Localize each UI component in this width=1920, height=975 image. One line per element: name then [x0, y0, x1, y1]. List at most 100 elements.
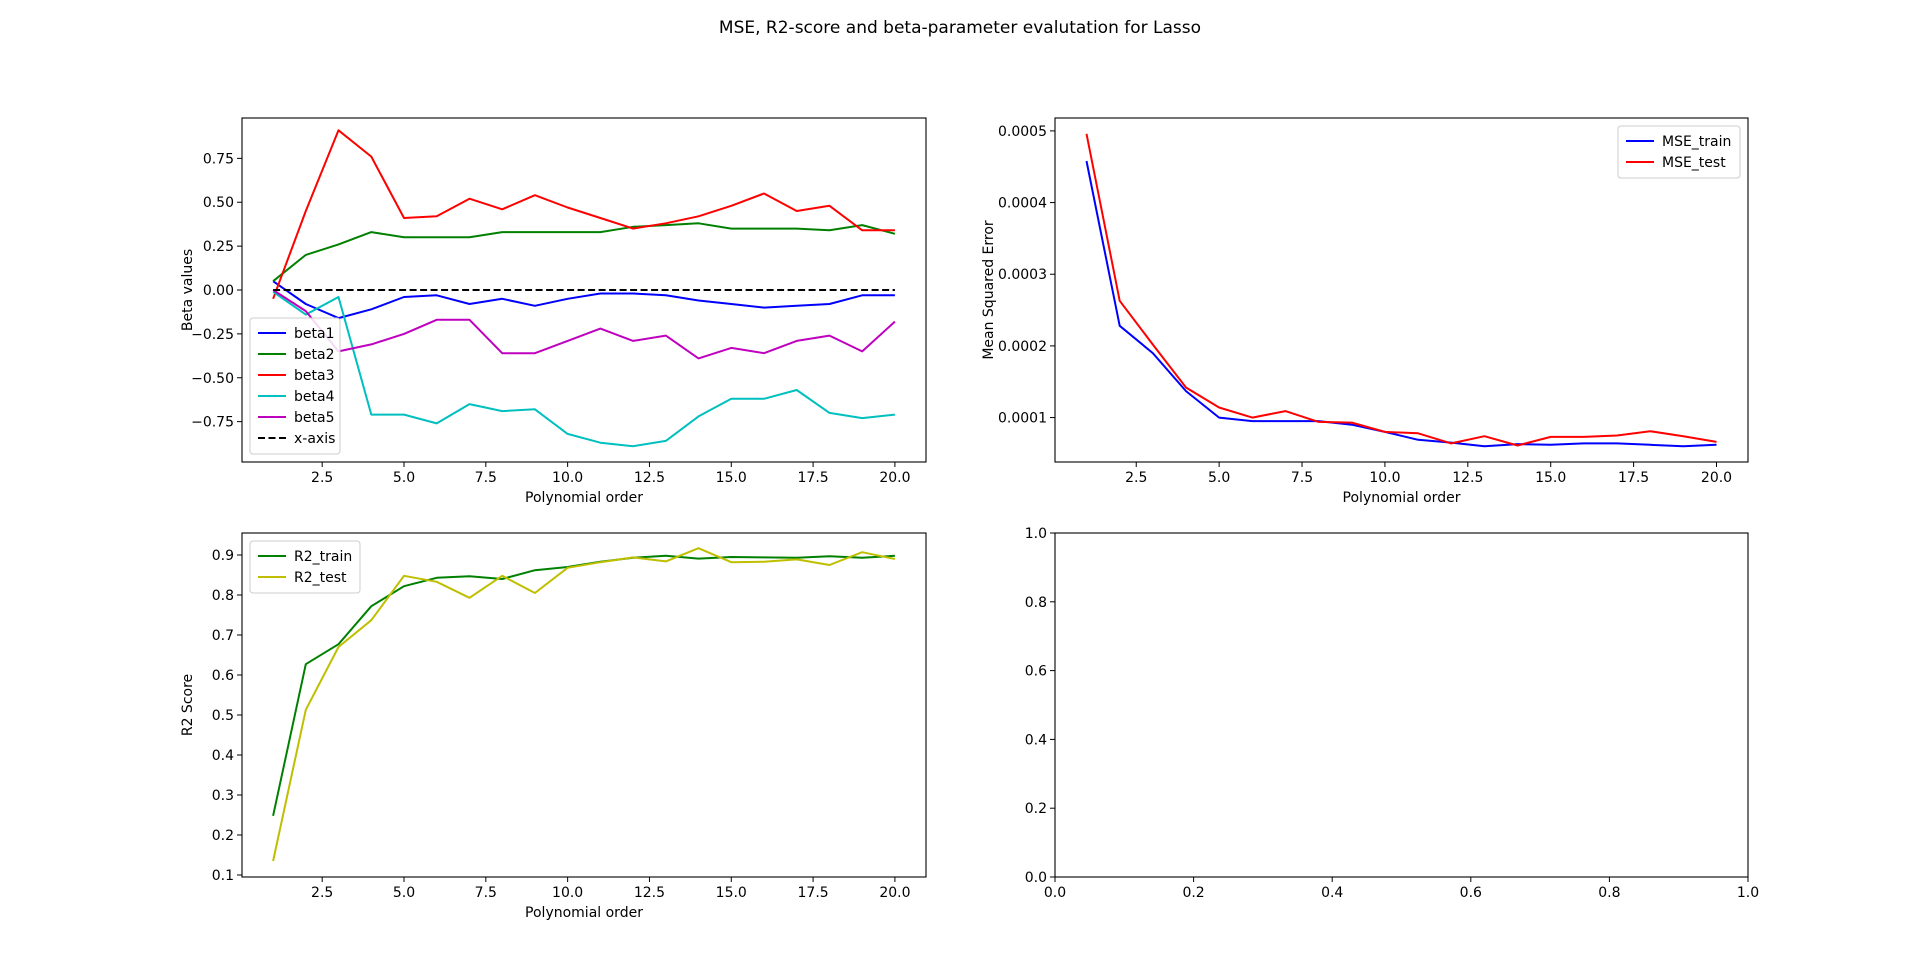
legend: MSE_train MSE_test [1617, 125, 1741, 179]
y-tick-label: 0.0005 [998, 124, 1047, 140]
x-tick-label: 7.5 [475, 885, 497, 901]
series-line-beta1 [272, 280, 895, 320]
series-line-MSE_train [1085, 160, 1717, 448]
y-tick-label: 0.2 [212, 828, 234, 844]
x-tick-label: 2.5 [311, 885, 333, 901]
y-tick-label: 0.4 [212, 748, 234, 764]
y-tick-label: −0.25 [191, 327, 234, 343]
legend-label: MSE_train [1662, 134, 1731, 150]
figure-title: MSE, R2-score and beta-parameter evaluta… [719, 18, 1201, 38]
x-tick-label: 12.5 [634, 885, 665, 901]
legend-label: R2_train [294, 549, 352, 565]
y-tick-label: 0.3 [212, 788, 234, 804]
axes-root: 2.5 5.0 7.5 10.0 12.5 15.0 17.5 20.0 −0.75 −0.50 −… [180, 117, 1759, 921]
x-tick-label: 0.4 [1321, 885, 1343, 901]
x-axis-label: Polynomial order [525, 905, 643, 921]
series-line-R2_test [272, 547, 896, 862]
chart-beta: 2.5 5.0 7.5 10.0 12.5 15.0 17.5 20.0 −0.75 −0.50 −… [180, 117, 927, 506]
x-tick-label: 17.5 [798, 470, 829, 486]
plot-frame [1054, 117, 1749, 463]
y-tick-label: −0.50 [191, 371, 234, 387]
legend-label: MSE_test [1662, 155, 1726, 171]
x-tick-label: 5.0 [393, 470, 415, 486]
x-tick-label: 12.5 [634, 470, 665, 486]
plot-frame [1054, 532, 1749, 878]
legend-label: x-axis [294, 431, 335, 447]
y-tick-label: 0.8 [1025, 595, 1047, 611]
plot-frame [241, 532, 927, 878]
y-tick-label: 1.0 [1025, 526, 1047, 542]
x-tick-label: 17.5 [798, 885, 829, 901]
legend-label: beta1 [294, 326, 334, 342]
series-line-MSE_test [1085, 133, 1717, 447]
legend-box [1617, 125, 1741, 179]
x-tick-label: 20.0 [879, 470, 910, 486]
y-tick-label: 0.50 [203, 195, 234, 211]
y-tick-label: 0.00 [203, 283, 234, 299]
y-tick-label: 0.7 [212, 628, 234, 644]
x-tick-label: 2.5 [1125, 470, 1147, 486]
x-tick-label: 0.6 [1460, 885, 1482, 901]
y-tick-label: 0.5 [212, 708, 234, 724]
y-tick-label: 0.4 [1025, 732, 1047, 748]
chart-r2: 2.5 5.0 7.5 10.0 12.5 15.0 17.5 20.0 0.1 0.2 0.3 0.… [180, 532, 927, 921]
y-tick-label: 0.0 [1025, 870, 1047, 886]
y-tick-label: 0.2 [1025, 801, 1047, 817]
series-line-beta2 [272, 222, 896, 282]
series-line-beta3 [272, 129, 895, 300]
x-tick-label: 0.2 [1182, 885, 1204, 901]
legend-box [249, 317, 341, 455]
y-axis-label: Mean Squared Error [981, 220, 997, 360]
x-tick-label: 7.5 [1291, 470, 1313, 486]
y-tick-label: 0.8 [212, 588, 234, 604]
y-tick-label: −0.75 [191, 415, 234, 431]
x-tick-label: 0.0 [1044, 885, 1066, 901]
y-axis-label: Beta values [180, 249, 196, 331]
x-tick-label: 17.5 [1618, 470, 1649, 486]
x-tick-label: 10.0 [552, 470, 583, 486]
x-tick-label: 0.8 [1598, 885, 1620, 901]
series-group [272, 547, 896, 862]
x-tick-label: 1.0 [1737, 885, 1759, 901]
y-tick-label: 0.75 [203, 151, 234, 167]
y-tick-label: 0.1 [212, 868, 234, 884]
x-tick-label: 7.5 [475, 470, 497, 486]
x-tick-label: 15.0 [716, 470, 747, 486]
legend-label: beta3 [294, 368, 334, 384]
legend-label: beta2 [294, 347, 334, 363]
x-tick-label: 15.0 [716, 885, 747, 901]
y-axis-label: R2 Score [180, 674, 196, 736]
y-tick-label: 0.6 [1025, 664, 1047, 680]
y-tick-label: 0.0004 [998, 196, 1047, 212]
chart-mse: 2.5 5.0 7.5 10.0 12.5 15.0 17.5 20.0 0.0001 0.000… [981, 117, 1749, 506]
x-tick-label: 5.0 [393, 885, 415, 901]
x-tick-label: 20.0 [1701, 470, 1732, 486]
legend-box [249, 540, 361, 594]
series-line-beta5 [272, 289, 896, 360]
x-tick-label: 5.0 [1208, 470, 1230, 486]
y-tick-label: 0.0003 [998, 267, 1047, 283]
x-axis-label: Polynomial order [1343, 490, 1461, 506]
legend-label: R2_test [294, 570, 347, 586]
x-tick-label: 10.0 [552, 885, 583, 901]
y-tick-label: 0.25 [203, 239, 234, 255]
y-tick-label: 0.6 [212, 668, 234, 684]
x-tick-label: 20.0 [879, 885, 910, 901]
legend-label: beta4 [294, 389, 335, 405]
x-tick-label: 15.0 [1535, 470, 1566, 486]
legend: beta1 beta2 beta3 beta4 beta5 x-axis [249, 317, 341, 455]
y-tick-label: 0.0001 [998, 411, 1047, 427]
series-group [1085, 133, 1717, 448]
chart-empty: 0.0 0.2 0.4 0.6 0.8 1.0 0.0 0.2 0.4 0.6 0.8 1.0 [1025, 526, 1759, 901]
x-tick-label: 12.5 [1452, 470, 1483, 486]
y-tick-label: 0.9 [212, 548, 234, 564]
legend: R2_train R2_test [249, 540, 361, 594]
legend-label: beta5 [294, 410, 334, 426]
x-axis-label: Polynomial order [525, 490, 643, 506]
series-group [272, 129, 896, 448]
x-tick-label: 10.0 [1369, 470, 1400, 486]
y-tick-label: 0.0002 [998, 339, 1047, 355]
x-tick-label: 2.5 [311, 470, 333, 486]
